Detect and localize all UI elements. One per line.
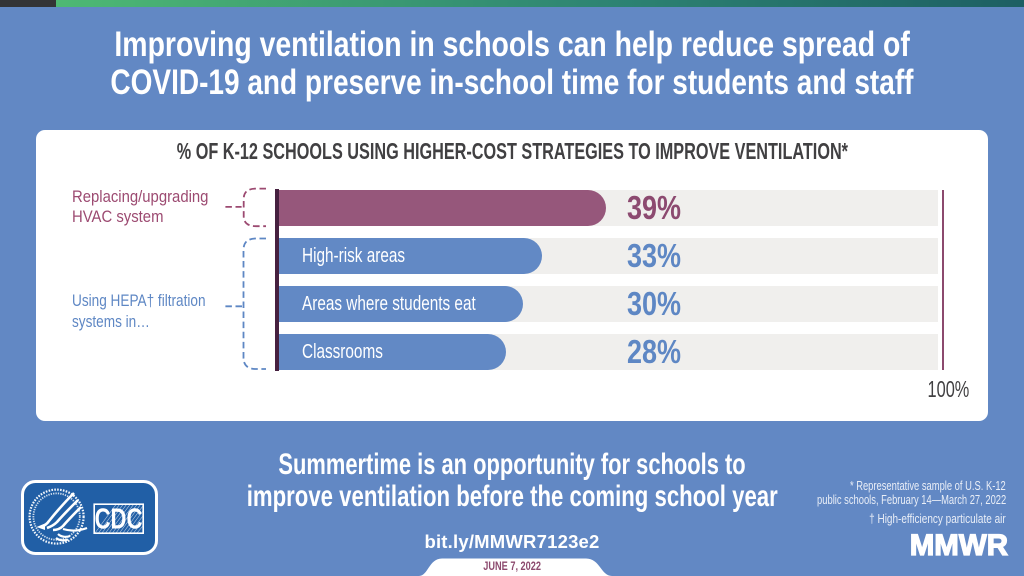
svg-text:CDC: CDC: [95, 504, 143, 536]
